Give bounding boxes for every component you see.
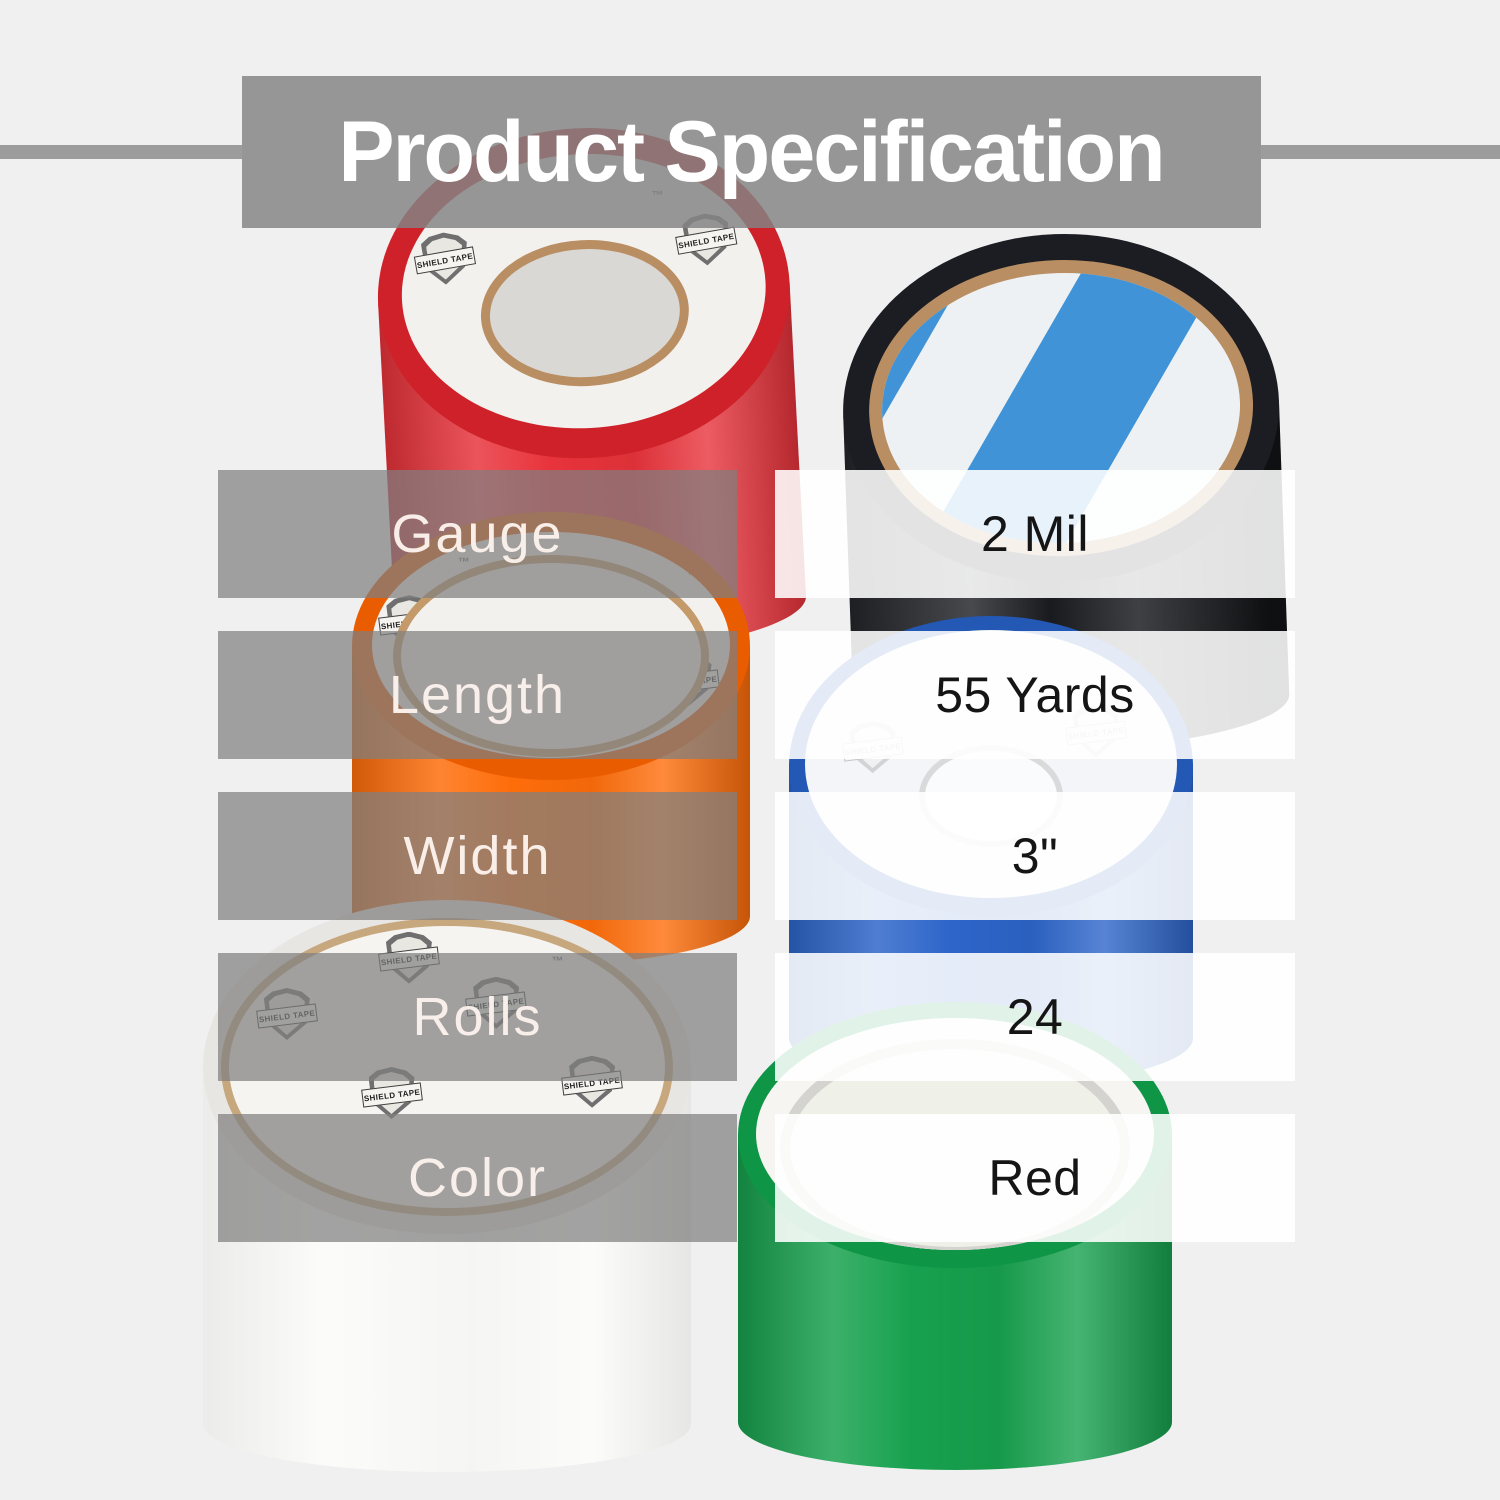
spec-value-color: Red [775, 1114, 1295, 1242]
page-title: Product Specification [338, 103, 1166, 200]
title-banner: Product Specification [242, 76, 1261, 228]
spec-label-text: Width [403, 826, 552, 886]
spec-value-width: 3" [775, 792, 1295, 920]
spec-label-width: Width [218, 792, 737, 920]
spec-label-text: Length [388, 665, 567, 725]
spec-value-text: 24 [1006, 989, 1064, 1045]
shield-tape-logo-icon: SHIELD TAPE [413, 231, 476, 285]
spec-value-text: 2 Mil [980, 506, 1090, 562]
spec-label-text: Color [407, 1148, 548, 1208]
spec-value-text: Red [988, 1150, 1082, 1206]
spec-label-text: Rolls [412, 987, 543, 1047]
roll-core-ring [477, 234, 693, 392]
spec-value-length: 55 Yards [775, 631, 1295, 759]
spec-label-color: Color [218, 1114, 737, 1242]
header-divider-line-right [1261, 145, 1500, 159]
spec-value-rolls: 24 [775, 953, 1295, 1081]
spec-value-text: 55 Yards [935, 667, 1135, 723]
spec-label-text: Gauge [391, 504, 564, 564]
spec-value-gauge: 2 Mil [775, 470, 1295, 598]
spec-label-length: Length [218, 631, 737, 759]
spec-label-gauge: Gauge [218, 470, 737, 598]
spec-value-text: 3" [1011, 828, 1059, 884]
spec-label-rolls: Rolls [218, 953, 737, 1081]
header-divider-line-left [0, 145, 242, 159]
